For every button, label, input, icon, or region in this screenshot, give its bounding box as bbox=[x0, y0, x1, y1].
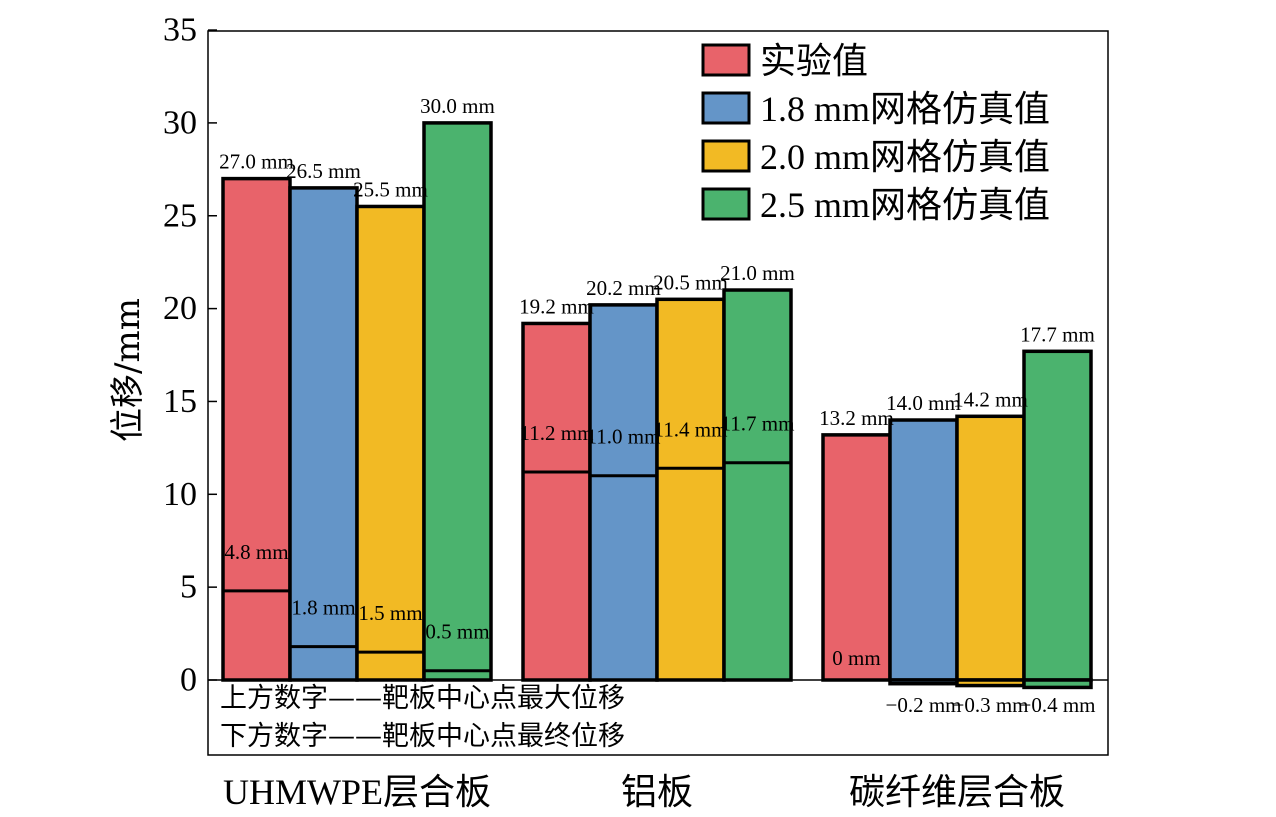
legend-label-0: 实验值 bbox=[760, 41, 868, 81]
final-label-s0-c2: 0 mm bbox=[832, 646, 880, 670]
final-label-s1-c0: 1.8 mm bbox=[291, 596, 355, 620]
annotation-bottom-numbers: 下方数字——靶板中心点最终位移 bbox=[220, 721, 625, 752]
y-tick-label-5: 5 bbox=[180, 569, 197, 606]
max-label-s0-c1: 19.2 mm bbox=[519, 294, 594, 318]
bar-s3-c1 bbox=[722, 288, 793, 682]
final-neg-bar-s2-c2 bbox=[955, 678, 1026, 688]
bar-s2-c2 bbox=[955, 414, 1026, 682]
legend-label-2: 2.0 mm网格仿真值 bbox=[760, 137, 1050, 177]
bar-s0-c1 bbox=[521, 321, 592, 682]
data-labels-layer: 27.0 mm 4.8 mm 19.2 mm 11.2 mm 13.2 mm 0 mm 26… bbox=[219, 94, 1095, 717]
y-tick-label-30: 30 bbox=[163, 104, 197, 141]
annotation-top-numbers: 上方数字——靶板中心点最大位移 bbox=[220, 683, 625, 714]
annotation-notes: 上方数字——靶板中心点最大位移 下方数字——靶板中心点最终位移 bbox=[220, 683, 625, 752]
axes-layer bbox=[207, 30, 1109, 756]
legend-swatch-1 bbox=[701, 91, 751, 125]
max-label-s1-c1: 20.2 mm bbox=[586, 276, 661, 300]
final-label-s1-c2: −0.2 mm bbox=[885, 693, 961, 717]
category-label-0: UHMWPE层合板 bbox=[223, 772, 491, 812]
legend-label-1: 1.8 mm网格仿真值 bbox=[760, 89, 1050, 129]
final-label-s0-c0: 4.8 mm bbox=[224, 540, 288, 564]
y-axis-label: 位移/mm bbox=[108, 298, 148, 442]
y-tick-label-15: 15 bbox=[163, 383, 197, 420]
y-tick-label-25: 25 bbox=[163, 197, 197, 234]
bar-s3-c2 bbox=[1022, 349, 1093, 682]
y-tick-label-35: 35 bbox=[163, 12, 197, 49]
max-label-s3-c1: 21.0 mm bbox=[720, 261, 795, 285]
max-label-s0-c0: 27.0 mm bbox=[219, 150, 294, 174]
max-label-s2-c1: 20.5 mm bbox=[653, 270, 728, 294]
bar-s0-c0 bbox=[221, 176, 292, 682]
bar-s3-c0 bbox=[422, 121, 493, 682]
plot-frame bbox=[207, 30, 1109, 756]
final-label-s0-c1: 11.2 mm bbox=[520, 421, 594, 445]
max-label-s3-c2: 17.7 mm bbox=[1020, 322, 1095, 346]
final-label-s1-c1: 11.0 mm bbox=[587, 425, 661, 449]
bars-layer bbox=[221, 121, 1093, 682]
max-label-s1-c0: 26.5 mm bbox=[286, 159, 361, 183]
final-label-s3-c1: 11.7 mm bbox=[721, 412, 795, 436]
legend-label-3: 2.5 mm网格仿真值 bbox=[760, 185, 1050, 225]
y-tick-label-0: 0 bbox=[180, 662, 197, 699]
y-axis-ticks: 0 5 10 15 20 25 30 35 bbox=[163, 12, 217, 699]
category-label-2: 碳纤维层合板 bbox=[849, 772, 1065, 812]
final-neg-bar-s3-c2 bbox=[1022, 678, 1093, 690]
final-label-s2-c0: 1.5 mm bbox=[358, 601, 422, 625]
final-label-s3-c2: −0.4 mm bbox=[1019, 693, 1095, 717]
y-tick-label-20: 20 bbox=[163, 290, 197, 327]
max-label-s0-c2: 13.2 mm bbox=[819, 406, 894, 430]
max-label-s2-c0: 25.5 mm bbox=[353, 177, 428, 201]
category-label-1: 铝板 bbox=[621, 772, 693, 812]
final-label-s3-c0: 0.5 mm bbox=[425, 620, 489, 644]
y-tick-label-10: 10 bbox=[163, 476, 197, 513]
final-displacement-lines bbox=[223, 461, 1093, 690]
max-label-s2-c2: 14.2 mm bbox=[953, 387, 1028, 411]
category-labels: UHMWPE层合板 铝板 碳纤维层合板 bbox=[223, 772, 1065, 812]
legend: 实验值 1.8 mm网格仿真值 2.0 mm网格仿真值 2.5 mm网格仿真值 bbox=[701, 41, 1050, 225]
legend-swatch-3 bbox=[701, 187, 751, 221]
max-label-s1-c2: 14.0 mm bbox=[886, 391, 961, 415]
max-label-s3-c0: 30.0 mm bbox=[420, 94, 495, 118]
bar-s2-c1 bbox=[655, 297, 726, 682]
legend-swatch-2 bbox=[701, 139, 751, 173]
final-label-s2-c2: −0.3 mm bbox=[952, 693, 1028, 717]
bar-s1-c1 bbox=[588, 303, 659, 682]
bar-s1-c2 bbox=[888, 418, 959, 682]
final-label-s2-c1: 11.4 mm bbox=[654, 417, 728, 441]
legend-swatch-0 bbox=[701, 43, 751, 77]
bar-s0-c2 bbox=[821, 433, 892, 682]
